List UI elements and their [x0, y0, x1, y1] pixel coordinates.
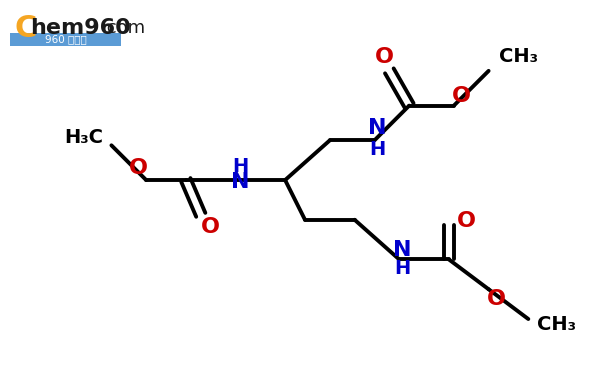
Text: O: O	[453, 86, 471, 106]
Text: O: O	[487, 289, 506, 309]
Text: .com: .com	[102, 19, 146, 37]
Text: H₃C: H₃C	[64, 128, 103, 147]
Text: O: O	[129, 158, 148, 178]
Text: H: H	[369, 140, 385, 159]
Text: H: H	[394, 259, 410, 278]
Text: hem960: hem960	[30, 18, 131, 38]
Text: O: O	[457, 211, 476, 231]
Text: C: C	[14, 14, 36, 43]
Text: N: N	[231, 172, 250, 192]
Text: O: O	[201, 217, 220, 237]
Text: 960 化工网: 960 化工网	[45, 34, 87, 44]
Text: CH₃: CH₃	[537, 315, 575, 334]
Text: N: N	[368, 118, 387, 138]
Text: N: N	[393, 240, 411, 260]
Text: CH₃: CH₃	[499, 48, 538, 66]
Text: O: O	[375, 47, 394, 67]
FancyBboxPatch shape	[10, 33, 122, 46]
Text: H: H	[232, 157, 249, 176]
